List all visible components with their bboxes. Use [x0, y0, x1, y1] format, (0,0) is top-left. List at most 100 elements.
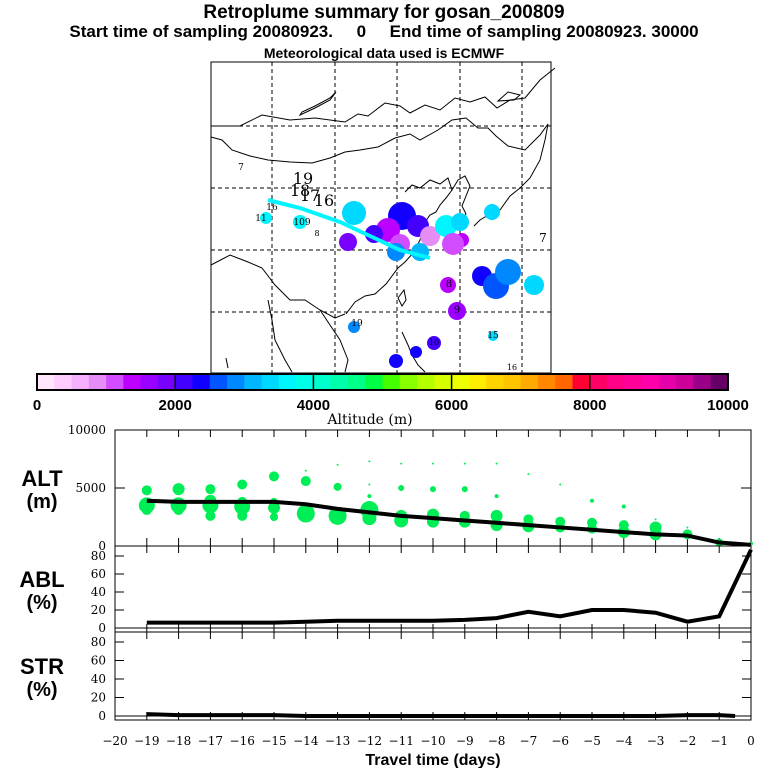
cluster-day-label: 16 [314, 191, 334, 210]
plume-cluster [420, 226, 440, 246]
y-tick-label: 20 [91, 691, 106, 705]
colorbar-swatch [37, 374, 55, 390]
x-axis-label: Travel time (days) [365, 752, 500, 768]
plume-cluster [495, 259, 521, 285]
altitude-cluster-point [300, 476, 311, 487]
plume-cluster [342, 201, 366, 225]
coastlines [210, 67, 556, 373]
cluster-day-label: 7 [238, 163, 244, 173]
indochina-north [210, 254, 346, 319]
x-tick-label: −14 [293, 734, 319, 748]
colorbar-swatch [227, 374, 245, 390]
altitude-cluster-point [495, 462, 498, 465]
colorbar-swatch [710, 374, 729, 390]
colorbar-swatch [71, 374, 90, 390]
altitude-cluster-point [173, 505, 184, 516]
x-tick-label: −2 [679, 734, 697, 748]
cluster-day-label: 19 [351, 319, 363, 329]
altitude-cluster-point [432, 462, 434, 465]
andaman [225, 357, 229, 369]
panel-ylabel-unit: (%) [26, 679, 57, 701]
plume-clusters [260, 201, 544, 368]
colorbar-swatch [572, 374, 591, 390]
plume-cluster [339, 233, 357, 251]
altitude-cluster-point [590, 498, 594, 503]
plume-cluster [451, 213, 469, 231]
mean-altitude-line [146, 498, 752, 547]
colorbar-tick-label: 0 [33, 397, 41, 414]
colorbar-tick-label: 6000 [435, 397, 468, 414]
cluster-day-label: 16 [266, 203, 278, 213]
colorbar-swatch [589, 374, 608, 390]
cluster-day-label: 9 [454, 305, 460, 316]
colorbar-tick-label: 2000 [159, 397, 192, 414]
colorbar-tick-label: 10000 [707, 397, 749, 414]
cluster-day-label: 10 [429, 338, 439, 347]
altitude-cluster-point [559, 483, 562, 486]
x-tick-label: −9 [456, 734, 474, 748]
plume-cluster [348, 321, 360, 333]
colorbar-swatch [192, 374, 211, 390]
panel-alt: ALT(m) 0 5000 10000 [21, 423, 753, 553]
altitude-cluster-point [686, 526, 689, 529]
y-tick-label: 80 [91, 635, 106, 649]
colorbar-swatch [624, 374, 643, 390]
altitude-cluster-point [269, 471, 279, 482]
sampling-time: Start time of sampling 20080923. 0 End t… [69, 22, 699, 41]
altitude-cluster-point [400, 462, 403, 465]
colorbar-swatch [382, 374, 401, 390]
cluster-day-label: 7 [539, 231, 547, 245]
colorbar-swatch [520, 374, 539, 390]
japan-coast [473, 123, 549, 227]
y-tick-label: 80 [91, 549, 106, 563]
x-tick-label: −5 [583, 734, 601, 748]
colorbar-swatch [313, 374, 332, 390]
colorbar-swatch [175, 374, 193, 390]
border-inner [210, 117, 549, 164]
altitude-cluster-point [304, 469, 307, 472]
x-tick-label: −16 [230, 734, 255, 748]
altitude-cluster-point [141, 505, 152, 516]
colorbar-swatch [88, 374, 107, 390]
colorbar-swatch [451, 374, 470, 390]
panel-ylabel-unit: (m) [26, 491, 57, 513]
cluster-day-label: 109 [293, 218, 310, 228]
colorbar-swatch [365, 374, 383, 390]
colorbar-swatch [434, 374, 453, 390]
altitude-cluster-point [367, 494, 372, 499]
okhotsk-coast [496, 91, 522, 102]
bohai-coast [404, 177, 453, 223]
x-tick-label: −6 [551, 734, 569, 748]
colorbar-swatch [261, 374, 280, 390]
panel-ylabel: STR [20, 654, 64, 679]
colorbar-swatch [486, 374, 504, 390]
altitude-cluster-point [141, 485, 152, 496]
plume-cluster [260, 212, 272, 224]
x-tick-label: −13 [325, 734, 350, 748]
altitude-cluster-point [461, 486, 468, 493]
plume-cluster [427, 336, 441, 350]
y-tick-label: 5000 [75, 481, 106, 495]
panel-abl: ABL(%) 0 20 40 60 80 [19, 545, 753, 635]
x-tick-label: 0 [747, 734, 755, 748]
colorbar-swatch [607, 374, 625, 390]
abl-line [146, 548, 753, 625]
panel-ylabel: ALT [21, 466, 63, 491]
colorbar-swatch [399, 374, 418, 390]
plume-cluster [488, 331, 498, 341]
plume-cluster [448, 302, 466, 320]
colorbar-swatch [123, 374, 142, 390]
y-tick-label: 0 [98, 539, 106, 553]
altitude-cluster-point [172, 483, 185, 496]
x-tick-label: −12 [357, 734, 382, 748]
colorbar-swatch [676, 374, 694, 390]
plume-cluster [293, 215, 307, 229]
x-tick-label: −11 [389, 734, 414, 748]
altitude-colorbar [36, 373, 729, 391]
plume-cluster [484, 204, 500, 220]
colorbar-label: Altitude (m) [326, 412, 412, 428]
x-tick-label: −10 [420, 734, 445, 748]
colorbar-swatch [54, 374, 73, 390]
x-tick-label: −8 [488, 734, 506, 748]
cluster-day-label: 16 [507, 363, 517, 372]
